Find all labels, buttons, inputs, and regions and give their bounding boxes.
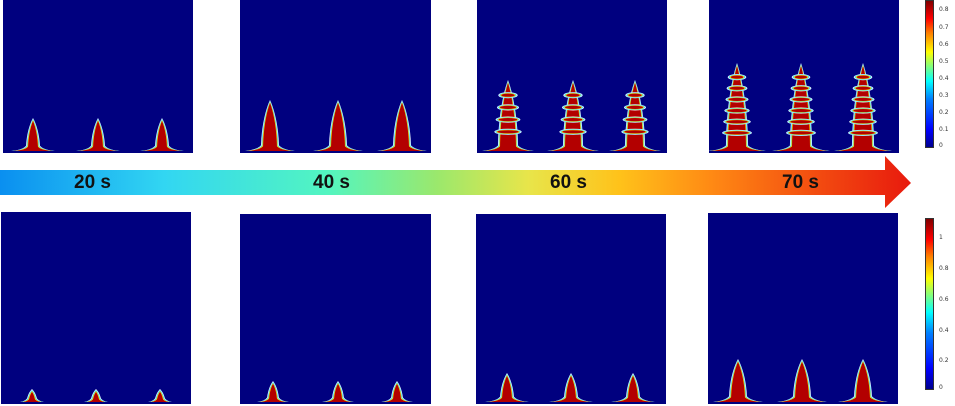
- colorbar-tick: 0.4: [939, 75, 949, 82]
- side-branch: [727, 108, 747, 113]
- panel-top-40s: [240, 0, 431, 153]
- time-label-70s: 70 s: [782, 172, 819, 193]
- dendrite-field: [245, 100, 427, 151]
- side-branch: [794, 75, 808, 79]
- colorbar-tick: 0.8: [939, 265, 949, 272]
- dendrite-layer: [384, 384, 410, 402]
- dendrite-field: [257, 381, 413, 402]
- colorbar-tick: 0.3: [939, 92, 949, 99]
- side-branch: [855, 86, 871, 90]
- side-branch: [854, 97, 872, 102]
- colorbar-tick: 1: [939, 234, 943, 241]
- side-branch: [791, 108, 811, 113]
- colorbar-bottom: 1 0.8 0.6 0.4 0.2 0: [925, 218, 953, 391]
- side-branch: [726, 120, 748, 124]
- panel-top-60s: [477, 0, 667, 153]
- side-branch: [789, 131, 813, 135]
- side-branch: [563, 118, 583, 122]
- colorbar-gradient: [925, 0, 934, 148]
- dendrite-layer: [260, 384, 286, 402]
- side-branch: [793, 86, 809, 90]
- side-branch: [566, 93, 580, 97]
- panel-bottom-60s: [476, 214, 666, 404]
- panel-top-20s: [3, 0, 193, 153]
- side-branch: [501, 93, 515, 97]
- colorbar-tick: 0.7: [939, 24, 949, 31]
- side-branch: [851, 131, 875, 135]
- panel-top-70s: [709, 0, 899, 153]
- side-branch: [562, 130, 584, 134]
- colorbar-tick: 0.2: [939, 109, 949, 116]
- dendrite-layer: [716, 362, 760, 402]
- dendrite-field: [485, 373, 655, 402]
- side-branch: [856, 75, 870, 79]
- dendrite-field: [20, 389, 172, 402]
- time-arrow: [0, 156, 911, 208]
- panel-bottom-20s: [1, 212, 191, 404]
- colorbar-tick: 0.8: [939, 6, 949, 13]
- panel-bottom-70s: [708, 213, 898, 404]
- side-branch: [729, 86, 745, 90]
- colorbar-gradient: [925, 218, 934, 390]
- dendrite-layer: [614, 376, 652, 402]
- dendrite-layer: [248, 103, 292, 151]
- time-label-60s: 60 s: [550, 172, 587, 193]
- colorbar-tick: 0.2: [939, 357, 949, 364]
- arrow-shape: [0, 156, 911, 208]
- dendrite-layer: [552, 376, 590, 402]
- panel-bottom-40s: [240, 214, 431, 404]
- side-branch: [728, 97, 746, 102]
- side-branch: [500, 105, 516, 109]
- colorbar-tick: 0.1: [939, 126, 949, 133]
- side-branch: [730, 75, 744, 79]
- dendrite-layer: [488, 376, 526, 402]
- colorbar-top: 0.8 0.7 0.6 0.5 0.4 0.3 0.2 0.1 0: [925, 0, 953, 149]
- dendrite-layer: [87, 392, 105, 402]
- side-branch: [853, 108, 873, 113]
- side-branch: [852, 120, 874, 124]
- dendrite-layer: [325, 384, 351, 402]
- side-branch: [627, 105, 643, 109]
- dendrite-layer: [14, 121, 52, 151]
- dendrite-field: [482, 80, 661, 151]
- dendrite-field: [713, 359, 888, 402]
- dendrite-field: [709, 63, 892, 151]
- dendrite-layer: [79, 121, 117, 151]
- dendrite-field: [11, 118, 184, 151]
- colorbar-tick: 0.6: [939, 41, 949, 48]
- side-branch: [625, 118, 645, 122]
- side-branch: [498, 118, 518, 122]
- side-branch: [628, 93, 642, 97]
- dendrite-layer: [23, 392, 41, 402]
- colorbar-tick: 0.5: [939, 58, 949, 65]
- dendrite-layer: [151, 392, 169, 402]
- dendrite-layer: [143, 121, 181, 151]
- time-label-40s: 40 s: [313, 172, 350, 193]
- side-branch: [497, 130, 519, 134]
- dendrite-layer: [780, 362, 824, 402]
- colorbar-tick: 0: [939, 384, 943, 391]
- dendrite-layer: [316, 103, 360, 151]
- dendrite-layer: [380, 103, 424, 151]
- side-branch: [624, 130, 646, 134]
- side-branch: [565, 105, 581, 109]
- time-label-20s: 20 s: [74, 172, 111, 193]
- side-branch: [725, 131, 749, 135]
- side-branch: [792, 97, 810, 102]
- dendrite-layer: [841, 362, 885, 402]
- colorbar-tick: 0.4: [939, 327, 949, 334]
- colorbar-tick: 0: [939, 142, 943, 149]
- side-branch: [790, 120, 812, 124]
- colorbar-tick: 0.6: [939, 296, 949, 303]
